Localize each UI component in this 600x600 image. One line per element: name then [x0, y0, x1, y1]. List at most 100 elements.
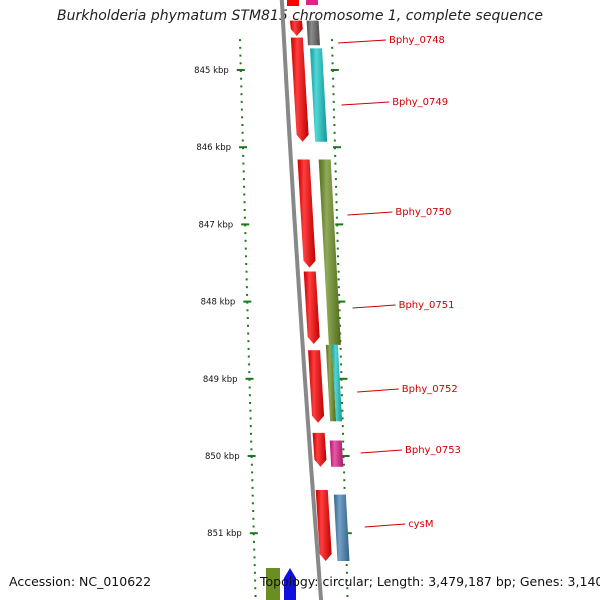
minor-tick — [249, 409, 252, 412]
minor-tick — [240, 108, 243, 111]
minor-tick — [342, 432, 344, 435]
minor-tick — [335, 209, 338, 211]
major-tick — [341, 455, 350, 457]
minor-tick — [334, 178, 337, 181]
gene-label[interactable]: cysM — [408, 519, 433, 530]
tick-label: 846 kbp — [196, 143, 231, 153]
major-tick — [249, 532, 258, 535]
minor-tick — [254, 595, 257, 597]
minor-tick — [333, 131, 336, 134]
blue-gene-partial[interactable] — [284, 568, 296, 600]
minor-tick — [346, 579, 349, 582]
label-leader — [338, 39, 387, 44]
tick-label: 850 kbp — [205, 452, 240, 462]
major-tick — [247, 455, 256, 457]
minor-tick — [340, 386, 343, 389]
gene-label[interactable]: Bphy_0750 — [395, 207, 451, 218]
gene-shade — [310, 48, 328, 142]
feature-labels: Bphy_0748 Bphy_0749 Bphy_0750 Bphy_0751 Bphy… — [338, 35, 461, 530]
minor-tick — [332, 77, 335, 80]
minor-tick — [248, 363, 251, 366]
minor-tick — [253, 571, 256, 574]
backbone-line — [279, 0, 324, 600]
minor-tick — [242, 170, 245, 173]
minor-tick — [249, 417, 252, 420]
minor-tick — [251, 502, 254, 505]
gene-label[interactable]: Bphy_0753 — [405, 445, 461, 456]
accession-text: Accession: NC_010622 — [9, 574, 152, 589]
minor-tick — [335, 185, 338, 188]
minor-tick — [242, 162, 245, 165]
minor-tick — [241, 124, 244, 126]
label-leader — [364, 523, 406, 528]
minor-tick — [245, 263, 248, 265]
cds-shade — [303, 271, 320, 345]
gene-shade — [306, 20, 320, 46]
gene-shade — [331, 344, 343, 422]
major-tick — [245, 377, 254, 380]
minor-tick — [243, 201, 246, 204]
minor-tick — [251, 494, 254, 497]
gene-label[interactable]: Bphy_0751 — [399, 300, 455, 311]
minor-tick — [243, 209, 246, 211]
minor-tick — [337, 286, 340, 289]
minor-tick — [246, 317, 249, 319]
minor-tick — [245, 286, 248, 289]
minor-tick — [338, 293, 341, 296]
minor-tick — [331, 54, 334, 57]
minor-tick — [242, 178, 245, 181]
minor-tick — [332, 108, 335, 111]
minor-tick — [246, 293, 249, 296]
minor-tick — [241, 116, 244, 119]
tick-label: 849 kbp — [203, 375, 238, 385]
label-leader — [352, 304, 396, 309]
gene-shade — [333, 494, 350, 561]
gene-label[interactable]: Bphy_0748 — [389, 35, 445, 46]
minor-tick — [253, 564, 256, 567]
olive-gene-partial[interactable] — [266, 568, 280, 600]
minor-tick — [333, 124, 336, 126]
minor-tick — [247, 324, 249, 327]
gene-label[interactable]: Bphy_0752 — [402, 384, 458, 395]
minor-tick — [338, 309, 341, 312]
minor-tick — [245, 278, 248, 281]
minor-tick — [248, 371, 251, 374]
minor-tick — [251, 471, 254, 474]
minor-tick — [248, 386, 251, 389]
minor-tick — [333, 139, 336, 142]
gene-track — [306, 20, 350, 561]
minor-tick — [335, 216, 338, 219]
major-tick — [241, 223, 250, 226]
minor-tick — [343, 479, 346, 482]
minor-tick — [337, 263, 340, 265]
minor-tick — [334, 162, 337, 165]
gene-label[interactable]: Bphy_0749 — [392, 97, 448, 108]
minor-tick — [241, 131, 244, 134]
major-tick — [335, 223, 344, 226]
cds-arrow[interactable] — [287, 0, 299, 6]
minor-tick — [340, 371, 343, 374]
minor-tick — [250, 440, 253, 443]
cds-shade — [297, 159, 316, 268]
major-tick — [337, 300, 346, 303]
tick-label: 848 kbp — [201, 298, 236, 308]
minor-tick — [336, 239, 339, 242]
minor-tick — [240, 100, 243, 103]
minor-tick — [341, 425, 344, 428]
minor-tick — [342, 448, 345, 451]
minor-tick — [239, 62, 242, 65]
minor-tick — [342, 463, 345, 466]
minor-tick — [252, 525, 255, 528]
minor-tick — [253, 540, 255, 543]
minor-tick — [337, 270, 340, 273]
gene-shade — [325, 344, 337, 422]
minor-tick — [334, 170, 337, 173]
gene-block[interactable] — [306, 0, 318, 5]
major-tick — [236, 69, 245, 71]
minor-tick — [250, 432, 252, 435]
minor-tick — [338, 317, 341, 319]
gene-shade — [329, 440, 344, 467]
minor-tick — [247, 355, 250, 358]
tick-label: 845 kbp — [194, 66, 229, 76]
